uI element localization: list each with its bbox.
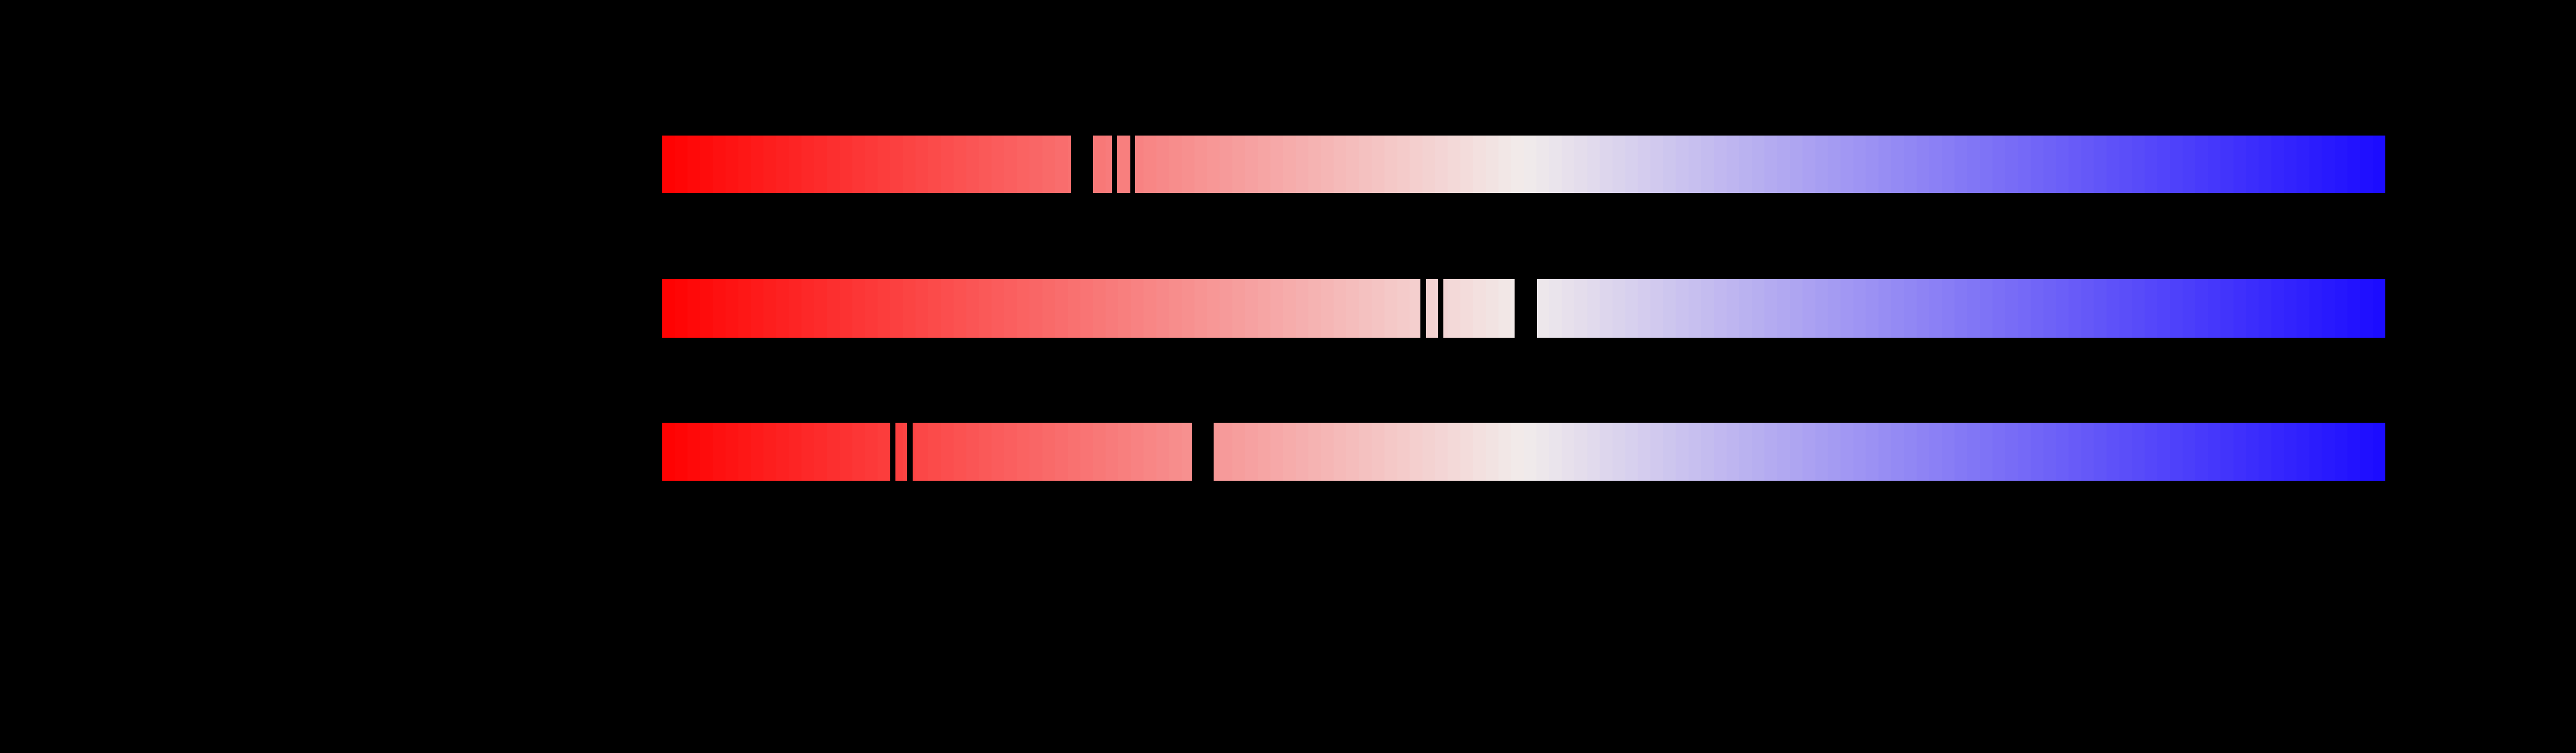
colorbar-gap-3-1	[890, 423, 895, 481]
colorbar-row-2	[662, 279, 2385, 338]
colorbar-gap-2-2	[1438, 279, 1443, 338]
colorbar-gap-1-1	[1071, 136, 1093, 193]
colorbar-row-1	[662, 136, 2385, 193]
colorbar-gradient-1	[662, 136, 2385, 193]
colorbar-gradient-3	[662, 423, 2385, 481]
colorbar-gap-2-1	[1420, 279, 1426, 338]
colorbar-row-3	[662, 423, 2385, 481]
colorbar-gap-3-2	[907, 423, 913, 481]
colorbar-gap-1-2	[1112, 136, 1117, 193]
colorbar-gap-2-3	[1515, 279, 1538, 338]
colorbar-gap-3-3	[1191, 423, 1214, 481]
colorbar-gap-1-3	[1130, 136, 1135, 193]
